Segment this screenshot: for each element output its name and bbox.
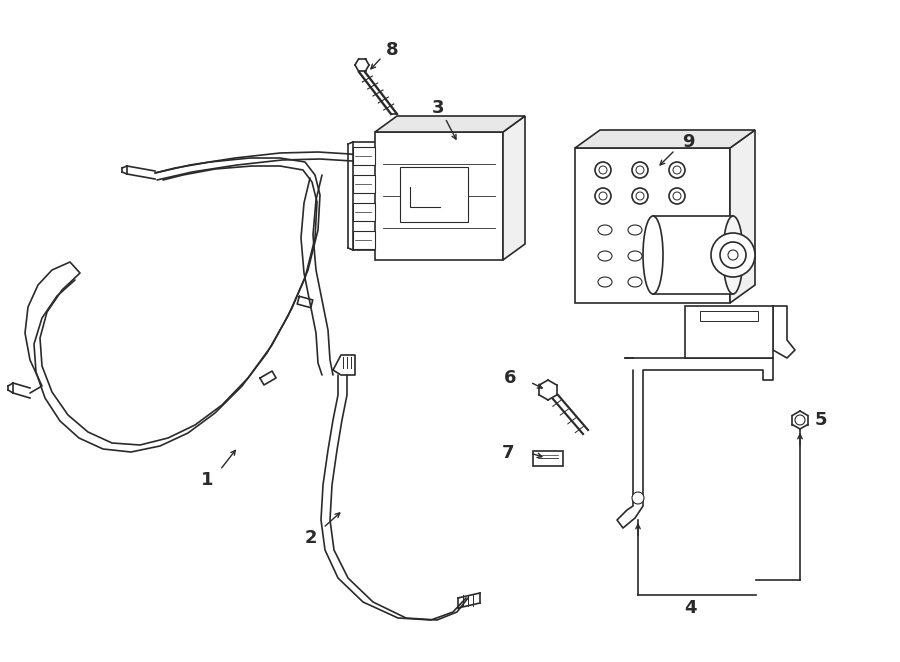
Ellipse shape [628, 277, 642, 287]
Ellipse shape [643, 216, 663, 294]
Ellipse shape [723, 216, 743, 294]
Circle shape [669, 188, 685, 204]
Circle shape [795, 415, 805, 425]
Circle shape [673, 166, 681, 174]
Ellipse shape [598, 277, 612, 287]
Bar [353, 175, 375, 193]
Ellipse shape [598, 251, 612, 261]
Bar [353, 147, 375, 165]
Bar [685, 306, 773, 358]
Text: 6: 6 [504, 369, 517, 387]
Bar [700, 311, 758, 321]
Circle shape [720, 242, 746, 268]
Circle shape [595, 162, 611, 178]
Circle shape [636, 166, 644, 174]
Circle shape [599, 192, 607, 200]
Bar [353, 203, 375, 221]
Text: 8: 8 [386, 41, 399, 59]
Ellipse shape [628, 225, 642, 235]
Circle shape [595, 188, 611, 204]
Text: 7: 7 [502, 444, 514, 462]
Circle shape [711, 233, 755, 277]
Polygon shape [375, 116, 525, 132]
Bar [575, 148, 730, 303]
Text: 4: 4 [684, 599, 697, 617]
Ellipse shape [628, 251, 642, 261]
Circle shape [599, 166, 607, 174]
Circle shape [636, 192, 644, 200]
Circle shape [669, 162, 685, 178]
Text: 5: 5 [815, 411, 827, 429]
Circle shape [632, 492, 644, 504]
Circle shape [728, 250, 738, 260]
Bar [653, 216, 733, 294]
Bar [375, 132, 503, 260]
Polygon shape [730, 130, 755, 303]
Polygon shape [503, 116, 525, 260]
Text: 1: 1 [201, 471, 213, 489]
Polygon shape [575, 130, 755, 148]
Circle shape [632, 162, 648, 178]
Text: 3: 3 [432, 99, 445, 117]
Bar [400, 167, 468, 222]
Circle shape [673, 192, 681, 200]
Text: 2: 2 [305, 529, 317, 547]
Ellipse shape [598, 225, 612, 235]
Text: 9: 9 [682, 133, 694, 151]
Circle shape [632, 188, 648, 204]
Bar [353, 231, 375, 249]
Bar [533, 451, 563, 466]
